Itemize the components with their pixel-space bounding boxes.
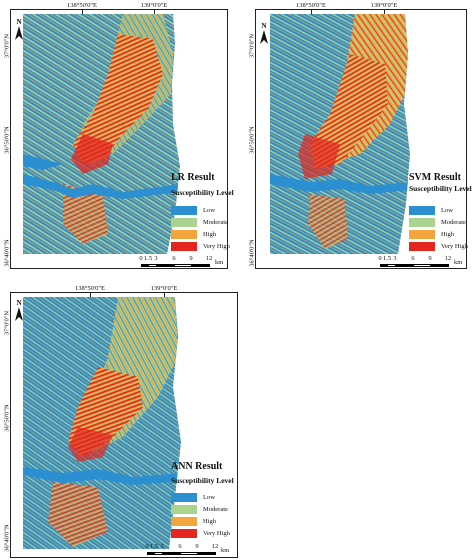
swatch-very-high bbox=[409, 242, 435, 251]
lat-label-2: 36°50'0"N bbox=[248, 126, 256, 154]
lr-map-panel: 138°50'0"E 139°0'0"E 37°0'0"N 36°50'0"N … bbox=[4, 2, 234, 269]
ann-susceptibility-map bbox=[23, 297, 181, 549]
swatch-low bbox=[409, 206, 435, 215]
swatch-high bbox=[409, 230, 435, 239]
swatch-low bbox=[171, 206, 197, 215]
lat-label-3: 36°40'0"N bbox=[3, 524, 11, 552]
scale-bar: 0 1.5 3 6 9 12 km bbox=[139, 255, 224, 267]
scale-bar: 0 1.5 3 6 9 12 km bbox=[378, 255, 463, 267]
lon-label-1: 138°50'0"E bbox=[67, 2, 97, 9]
north-arrow-icon: N bbox=[13, 299, 25, 321]
lon-label-2: 139°0'0"E bbox=[370, 2, 398, 9]
lon-label-2: 139°0'0"E bbox=[150, 285, 178, 292]
lon-label-2: 139°0'0"E bbox=[140, 2, 168, 9]
legend-title: Susceptibility Level bbox=[171, 188, 234, 197]
swatch-very-high bbox=[171, 529, 197, 538]
svm-map-panel: 138°50'0"E 139°0'0"E 37°0'0"N 36°50'0"N … bbox=[249, 2, 472, 269]
lon-label-1: 138°50'0"E bbox=[296, 2, 326, 9]
swatch-high bbox=[171, 517, 197, 526]
scale-bar: 0 1.5 3 6 9 12 km bbox=[145, 543, 230, 555]
lat-label-1: 37°0'0"N bbox=[248, 33, 256, 59]
lat-label-2: 36°50'0"N bbox=[3, 126, 11, 154]
swatch-moderate bbox=[171, 218, 197, 227]
ann-map-panel: 138°50'0"E 139°0'0"E 37°0'0"N 36°50'0"N … bbox=[4, 285, 238, 558]
lat-label-3: 36°40'0"N bbox=[248, 239, 256, 267]
svm-susceptibility-map bbox=[270, 14, 410, 254]
lat-label-1: 37°0'0"N bbox=[3, 310, 11, 336]
lr-result-title: LR Result bbox=[171, 172, 215, 183]
north-arrow-icon: N bbox=[258, 22, 270, 44]
swatch-moderate bbox=[171, 505, 197, 514]
lat-label-2: 36°50'0"N bbox=[3, 404, 11, 432]
ann-result-title: ANN Result bbox=[171, 461, 223, 472]
lat-label-1: 37°0'0"N bbox=[3, 33, 11, 59]
legend-title: Susceptibility Level bbox=[409, 184, 472, 193]
swatch-high bbox=[171, 230, 197, 239]
svm-result-title: SVM Result bbox=[409, 172, 461, 183]
lr-susceptibility-map bbox=[23, 14, 180, 254]
swatch-moderate bbox=[409, 218, 435, 227]
lat-label-3: 36°40'0"N bbox=[3, 239, 11, 267]
lon-label-1: 138°50'0"E bbox=[75, 285, 105, 292]
north-arrow-icon: N bbox=[13, 18, 25, 40]
swatch-low bbox=[171, 493, 197, 502]
legend-title: Susceptibility Level bbox=[171, 476, 234, 485]
swatch-very-high bbox=[171, 242, 197, 251]
